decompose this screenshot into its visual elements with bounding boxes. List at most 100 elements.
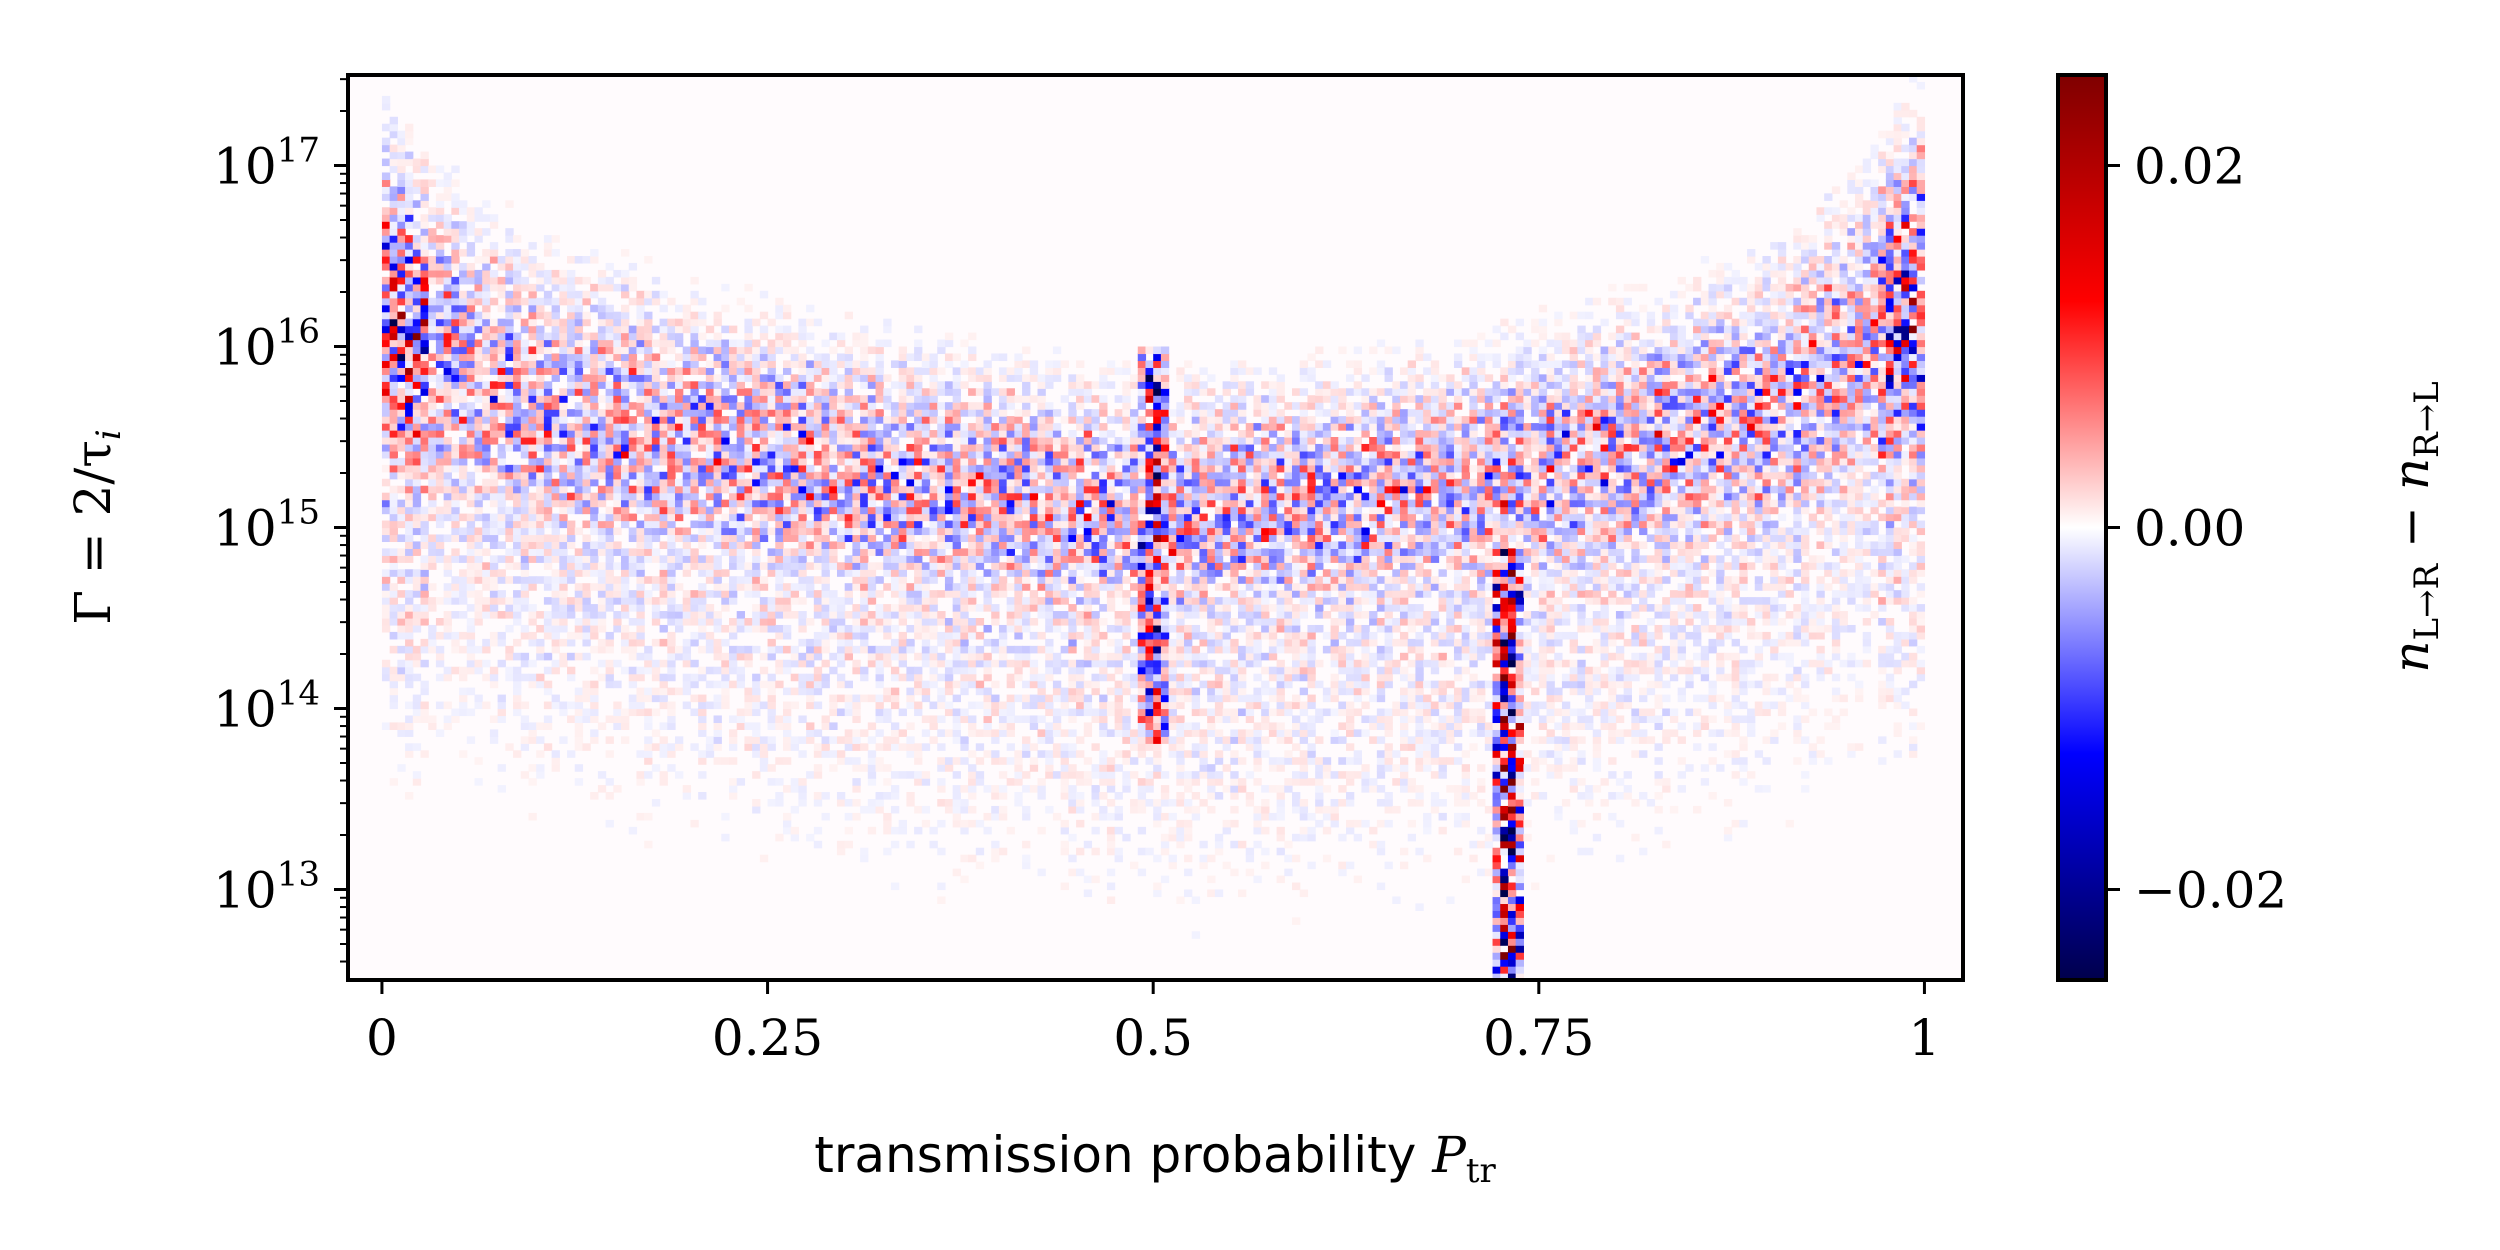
heatmap-cell xyxy=(628,701,638,710)
heatmap-cell xyxy=(1060,840,1069,849)
heatmap-cell xyxy=(397,276,406,285)
heatmap-cell xyxy=(513,680,522,689)
heatmap-cell xyxy=(505,652,514,661)
heatmap-cell xyxy=(381,534,391,543)
heatmap-cell xyxy=(991,527,1000,536)
heatmap-cell xyxy=(921,687,931,696)
heatmap-cell xyxy=(389,722,398,730)
heatmap-cell xyxy=(829,402,838,410)
heatmap-cell xyxy=(513,708,522,717)
heatmap-cell xyxy=(860,631,869,640)
heatmap-cell xyxy=(752,694,761,703)
heatmap-cell xyxy=(813,402,823,410)
heatmap-cell xyxy=(821,360,830,368)
heatmap-cell xyxy=(721,388,730,396)
heatmap-cell xyxy=(690,457,699,466)
heatmap-cell xyxy=(867,430,877,438)
heatmap-cell xyxy=(559,290,568,299)
heatmap-cell xyxy=(435,443,445,452)
heatmap-cell xyxy=(582,485,591,494)
heatmap-cell xyxy=(451,290,460,299)
heatmap-cell xyxy=(428,548,437,556)
heatmap-cell xyxy=(405,207,414,215)
heatmap-cell xyxy=(474,423,483,431)
heatmap-cell xyxy=(574,402,584,410)
heatmap-cell xyxy=(921,402,931,410)
heatmap-cell xyxy=(520,492,530,501)
heatmap-cell xyxy=(636,450,645,459)
heatmap-cell xyxy=(890,513,900,522)
heatmap-cell xyxy=(574,256,584,264)
heatmap-cell xyxy=(551,269,560,278)
heatmap-cell xyxy=(1029,597,1039,605)
heatmap-cell xyxy=(968,437,977,445)
heatmap-cell xyxy=(883,548,892,556)
heatmap-cell xyxy=(944,464,954,473)
heatmap-cell xyxy=(528,283,537,292)
heatmap-cell xyxy=(513,297,522,306)
heatmap-cell xyxy=(767,513,776,522)
heatmap-cell xyxy=(806,346,815,355)
heatmap-cell xyxy=(551,311,560,320)
heatmap-cell xyxy=(1099,423,1108,431)
heatmap-cell xyxy=(1006,583,1015,591)
heatmap-cell xyxy=(883,555,892,563)
heatmap-cell xyxy=(520,624,530,633)
heatmap-cell xyxy=(543,367,553,375)
heatmap-cell xyxy=(389,283,398,292)
heatmap-cell xyxy=(567,346,576,355)
heatmap-cell xyxy=(682,604,692,612)
heatmap-cell xyxy=(389,193,398,201)
heatmap-cell xyxy=(860,443,869,452)
heatmap-cell xyxy=(605,283,614,292)
heatmap-cell xyxy=(405,513,414,522)
heatmap-cell xyxy=(929,826,938,835)
heatmap-cell xyxy=(381,499,391,508)
heatmap-cell xyxy=(952,478,961,487)
heatmap-cell xyxy=(482,339,491,348)
heatmap-cell xyxy=(952,792,961,800)
heatmap-cell xyxy=(906,611,915,619)
heatmap-cell xyxy=(937,492,946,501)
heatmap-cell xyxy=(875,464,884,473)
heatmap-cell xyxy=(898,638,907,647)
heatmap-cell xyxy=(875,604,884,612)
heatmap-cell xyxy=(744,353,753,362)
heatmap-cell xyxy=(798,478,807,487)
heatmap-cell xyxy=(590,645,599,654)
heatmap-cell xyxy=(960,520,969,529)
heatmap-cell xyxy=(659,346,668,355)
heatmap-cell xyxy=(420,228,429,236)
heatmap-cell xyxy=(528,499,537,508)
heatmap-cell xyxy=(929,666,938,675)
heatmap-cell xyxy=(821,534,830,543)
heatmap-cell xyxy=(937,687,946,696)
heatmap-cell xyxy=(852,624,861,633)
heatmap-cell xyxy=(968,854,977,863)
heatmap-cell xyxy=(852,604,861,612)
heatmap-cell xyxy=(890,652,900,661)
heatmap-cell xyxy=(698,381,707,389)
heatmap-cell xyxy=(497,402,506,410)
heatmap-cell xyxy=(713,443,722,452)
heatmap-cell xyxy=(397,165,406,174)
heatmap-cell xyxy=(775,520,784,529)
heatmap-cell xyxy=(998,402,1008,410)
heatmap-cell xyxy=(489,297,499,306)
heatmap-cell xyxy=(1022,562,1031,570)
heatmap-cell xyxy=(782,590,792,598)
heatmap-cell xyxy=(937,527,946,536)
heatmap-cell xyxy=(1022,443,1031,452)
heatmap-cell xyxy=(590,792,599,800)
heatmap-cell xyxy=(513,527,522,536)
heatmap-cell xyxy=(944,416,954,424)
heatmap-cell xyxy=(605,750,614,758)
heatmap-cell xyxy=(744,367,753,375)
heatmap-cell xyxy=(829,430,838,438)
heatmap-cell xyxy=(405,492,414,501)
heatmap-cell xyxy=(1045,666,1054,675)
heatmap-cell xyxy=(1022,701,1031,710)
heatmap-cell xyxy=(744,283,753,292)
heatmap-cell xyxy=(405,722,414,730)
heatmap-cell xyxy=(759,416,769,424)
